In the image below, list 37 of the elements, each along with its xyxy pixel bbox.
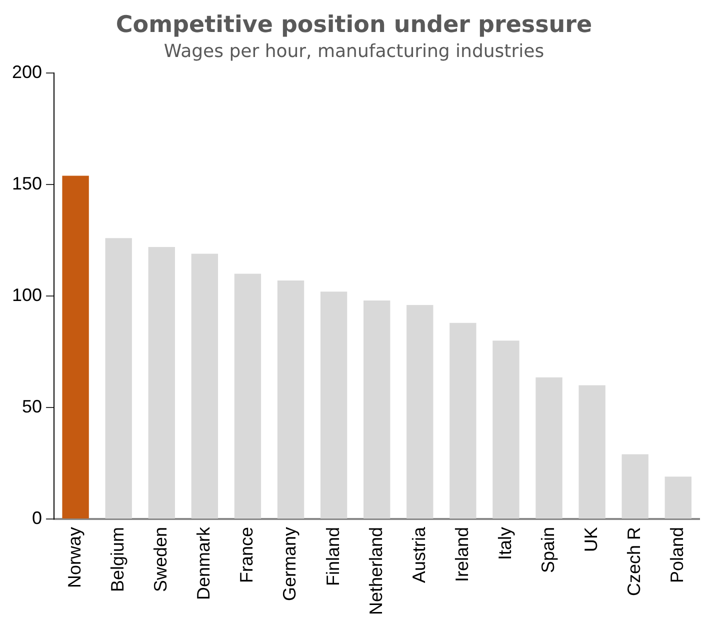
x-tick-label: UK xyxy=(581,526,602,552)
x-tick-label: France xyxy=(236,526,257,583)
bar xyxy=(62,176,89,518)
x-tick-label: Netherland xyxy=(366,526,386,616)
x-tick-label: Czech R xyxy=(624,526,644,596)
bar xyxy=(234,274,262,518)
x-tick-label: Norway xyxy=(64,526,85,588)
x-tick-label: Spain xyxy=(538,526,558,573)
bar xyxy=(492,340,520,518)
bar xyxy=(320,292,348,518)
x-tick-label: Belgium xyxy=(108,526,128,592)
y-tick-label: 0 xyxy=(32,508,42,528)
y-tick-label: 200 xyxy=(12,62,42,82)
y-tick-label: 50 xyxy=(22,396,42,416)
x-tick-label: Ireland xyxy=(452,526,472,582)
bar xyxy=(277,280,304,518)
x-tick-label: Finland xyxy=(322,526,343,586)
chart-title: Competitive position under pressure xyxy=(116,12,592,38)
bar xyxy=(364,300,390,518)
chart-subtitle: Wages per hour, manufacturing industries xyxy=(164,41,544,62)
bar xyxy=(664,476,692,518)
x-tick-label: Italy xyxy=(494,526,515,560)
bar xyxy=(622,454,648,518)
x-tick-label: Poland xyxy=(667,526,688,584)
bar xyxy=(105,238,132,518)
bar xyxy=(450,322,476,518)
x-tick-label: Denmark xyxy=(194,526,214,600)
bar xyxy=(406,304,434,518)
x-tick-label: Austria xyxy=(408,526,429,583)
bar xyxy=(536,377,562,518)
x-tick-label: Germany xyxy=(280,526,300,601)
bar xyxy=(148,247,175,518)
bar xyxy=(191,254,218,518)
y-tick-label: 150 xyxy=(12,174,42,194)
y-tick-label: 100 xyxy=(12,285,42,306)
x-tick-label: Sweden xyxy=(150,526,171,592)
bar xyxy=(578,385,606,518)
